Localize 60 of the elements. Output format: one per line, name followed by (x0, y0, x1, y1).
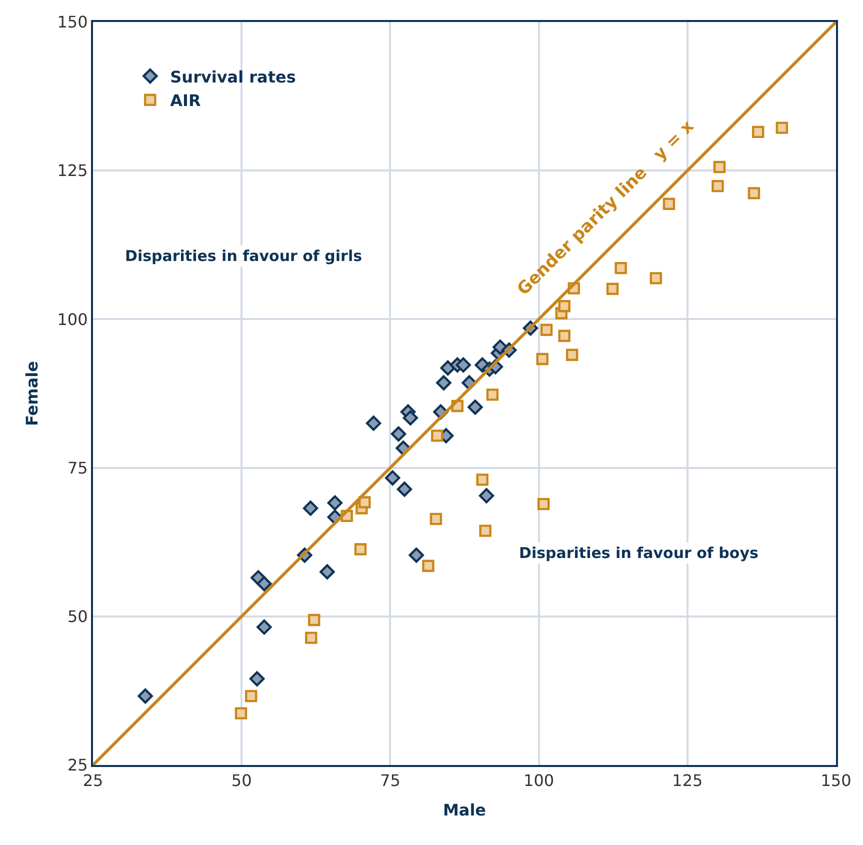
point (752, 126, 764, 138)
x-tick-label: 100 (524, 771, 554, 790)
point (249, 671, 265, 686)
point (396, 482, 412, 497)
point (486, 388, 499, 401)
point (234, 707, 248, 720)
point (713, 160, 726, 174)
point (606, 282, 619, 295)
y-tick-label: 75 (67, 458, 88, 478)
point (402, 410, 418, 426)
point (662, 198, 676, 210)
point (456, 357, 471, 373)
point (712, 180, 724, 192)
point (536, 352, 548, 366)
point (540, 324, 553, 336)
y-axis-title: Female (22, 360, 42, 426)
point (478, 488, 494, 504)
point (384, 470, 400, 486)
point (354, 543, 367, 556)
point (305, 632, 318, 644)
x-tick-label: 150 (820, 771, 852, 790)
point (408, 548, 424, 563)
point (566, 348, 578, 361)
y-tick-label: 50 (67, 607, 88, 626)
point (327, 495, 343, 510)
point (476, 474, 488, 486)
point (436, 375, 452, 390)
point (776, 122, 788, 134)
point (537, 498, 550, 510)
point (422, 560, 434, 572)
y-tick-label: 125 (57, 161, 88, 180)
annotation: Disparities in favour of girls (125, 247, 362, 265)
point (558, 330, 570, 342)
point (245, 690, 258, 702)
point (468, 400, 483, 415)
point (748, 187, 760, 200)
point (308, 614, 320, 626)
x-tick-label: 50 (231, 771, 252, 790)
annotation: Disparities in favour of boys (519, 544, 758, 562)
point (479, 524, 492, 537)
point (614, 262, 627, 274)
x-tick-label: 125 (672, 771, 703, 790)
point (650, 272, 662, 284)
point (558, 300, 570, 312)
point (256, 576, 272, 592)
point (390, 426, 406, 442)
point (302, 500, 318, 516)
x-tick-label: 75 (380, 771, 400, 790)
point (256, 620, 272, 635)
point (366, 416, 382, 431)
point (431, 430, 444, 442)
point (358, 496, 371, 508)
legend-label: Survival rates (170, 67, 296, 86)
x-axis-title: Male (442, 800, 486, 820)
legend-label: AIR (170, 91, 201, 110)
point (430, 512, 442, 526)
point (320, 564, 335, 580)
y-tick-label: 100 (57, 310, 88, 329)
y-tick-label: 150 (57, 12, 88, 32)
point (138, 688, 153, 704)
